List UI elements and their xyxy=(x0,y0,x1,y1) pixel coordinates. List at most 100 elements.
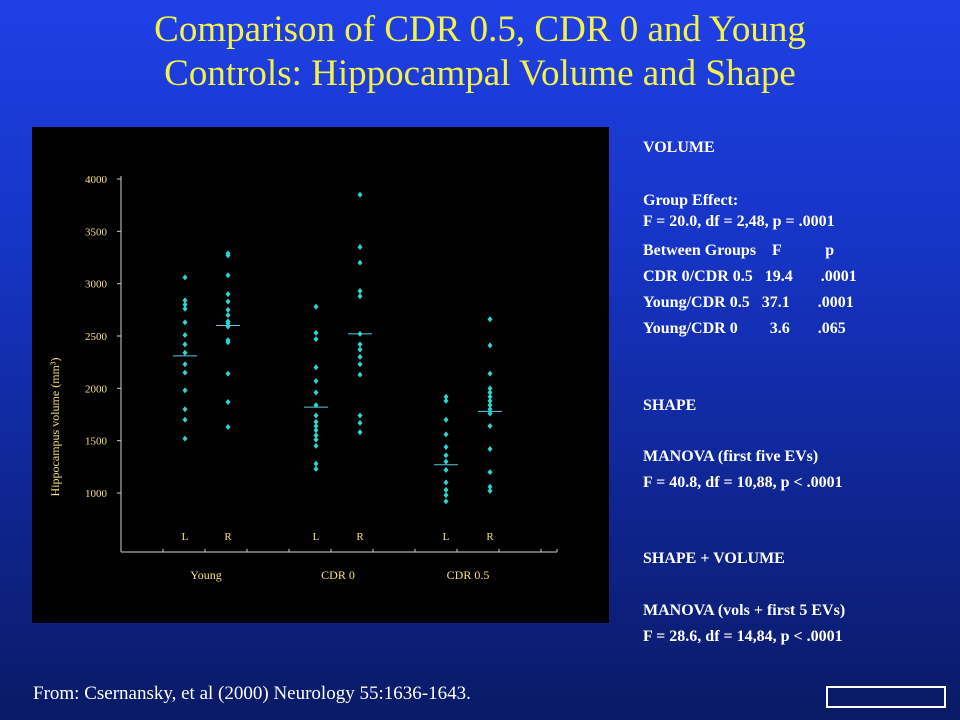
shape-volume-value: F = 28.6, df = 14,84, p < .0001 xyxy=(643,628,843,645)
data-point xyxy=(225,272,231,279)
data-point xyxy=(443,443,449,450)
data-point xyxy=(313,329,319,336)
data-point xyxy=(357,346,363,353)
data-point xyxy=(313,418,319,425)
data-point xyxy=(313,460,319,467)
data-point xyxy=(182,361,188,368)
data-point xyxy=(487,393,493,400)
data-point xyxy=(487,389,493,396)
shape-test: MANOVA (first five EVs) xyxy=(643,448,819,465)
data-point xyxy=(313,465,319,472)
data-point xyxy=(225,339,231,346)
data-point xyxy=(182,387,188,394)
source-citation: From: Csernansky, et al (2000) Neurology… xyxy=(33,683,471,704)
volume-header: VOLUME xyxy=(643,139,715,156)
data-point xyxy=(182,349,188,356)
data-point xyxy=(313,336,319,343)
data-point xyxy=(225,298,231,305)
data-point xyxy=(357,259,363,266)
data-point xyxy=(225,252,231,259)
y-tick-label: 2500 xyxy=(85,331,108,343)
shape-volume-test: MANOVA (vols + first 5 EVs) xyxy=(643,602,846,619)
between-groups-header: Between Groups F p xyxy=(643,242,835,259)
y-tick-label: 3000 xyxy=(85,279,108,291)
data-point xyxy=(443,458,449,465)
data-point xyxy=(443,452,449,459)
data-point xyxy=(313,442,319,449)
data-point xyxy=(313,378,319,385)
side-label: R xyxy=(224,531,232,543)
data-point xyxy=(182,319,188,326)
data-point xyxy=(182,341,188,348)
data-point xyxy=(487,487,493,494)
hippocampal-volume-scatter-chart: 1000 1500 2000 2500 3000 3500 4000 Hippocampus … xyxy=(48,174,558,582)
data-point xyxy=(225,370,231,377)
data-point xyxy=(313,402,319,409)
data-point xyxy=(487,397,493,404)
data-point xyxy=(443,397,449,404)
data-point xyxy=(357,330,363,337)
data-point xyxy=(182,369,188,376)
data-point xyxy=(443,393,449,400)
data-point xyxy=(313,364,319,371)
data-point xyxy=(182,301,188,308)
data-point xyxy=(487,342,493,349)
title-line-1: Comparison of CDR 0.5, CDR 0 and Young xyxy=(154,9,806,50)
data-point xyxy=(182,274,188,281)
data-point xyxy=(225,291,231,298)
data-point xyxy=(313,412,319,419)
data-point xyxy=(443,479,449,486)
side-label: L xyxy=(313,531,320,543)
data-point xyxy=(443,486,449,493)
data-point xyxy=(225,398,231,405)
data-point xyxy=(443,492,449,499)
data-point xyxy=(443,498,449,505)
data-point xyxy=(443,416,449,423)
y-tick-label: 1500 xyxy=(85,436,108,448)
data-point xyxy=(487,370,493,377)
y-tick-label: 4000 xyxy=(85,174,108,186)
data-point xyxy=(487,316,493,323)
side-label: R xyxy=(486,531,494,543)
data-point xyxy=(313,432,319,439)
data-point xyxy=(487,446,493,453)
slide-title: Comparison of CDR 0.5, CDR 0 and Young C… xyxy=(0,8,960,96)
data-point xyxy=(225,306,231,313)
group-effect-label: Group Effect: xyxy=(643,192,739,209)
data-point xyxy=(182,331,188,338)
chart-panel: 1000 1500 2000 2500 3000 3500 4000 Hippocampus … xyxy=(32,127,609,623)
data-point xyxy=(357,371,363,378)
data-point xyxy=(357,293,363,300)
stats-row: Young/CDR 0.5 37.1 .0001 xyxy=(643,294,854,311)
shape-volume-header: SHAPE + VOLUME xyxy=(643,550,785,567)
conte-logo xyxy=(826,686,946,708)
data-point xyxy=(182,297,188,304)
stats-row: Young/CDR 0 3.6 .065 xyxy=(643,320,846,337)
data-point xyxy=(313,427,319,434)
side-label: L xyxy=(182,531,189,543)
title-line-2: Controls: Hippocampal Volume and Shape xyxy=(164,53,796,94)
data-point xyxy=(357,353,363,360)
data-point xyxy=(487,483,493,490)
data-point xyxy=(357,244,363,251)
data-point xyxy=(443,466,449,473)
group-label: Young xyxy=(190,568,221,582)
data-point xyxy=(182,406,188,413)
data-point xyxy=(313,303,319,310)
data-point xyxy=(487,385,493,392)
group-label: CDR 0 xyxy=(321,568,355,582)
stats-row: CDR 0/CDR 0.5 19.4 .0001 xyxy=(643,268,857,285)
data-point xyxy=(487,410,493,417)
y-tick-label: 3500 xyxy=(85,226,108,238)
data-point xyxy=(182,435,188,442)
data-point xyxy=(313,423,319,430)
data-point xyxy=(225,320,231,327)
data-point xyxy=(487,423,493,430)
side-label: L xyxy=(443,531,450,543)
data-point xyxy=(182,416,188,423)
shape-header: SHAPE xyxy=(643,397,697,414)
data-point xyxy=(225,312,231,319)
data-point xyxy=(182,305,188,312)
data-point xyxy=(357,419,363,426)
data-point xyxy=(313,389,319,396)
